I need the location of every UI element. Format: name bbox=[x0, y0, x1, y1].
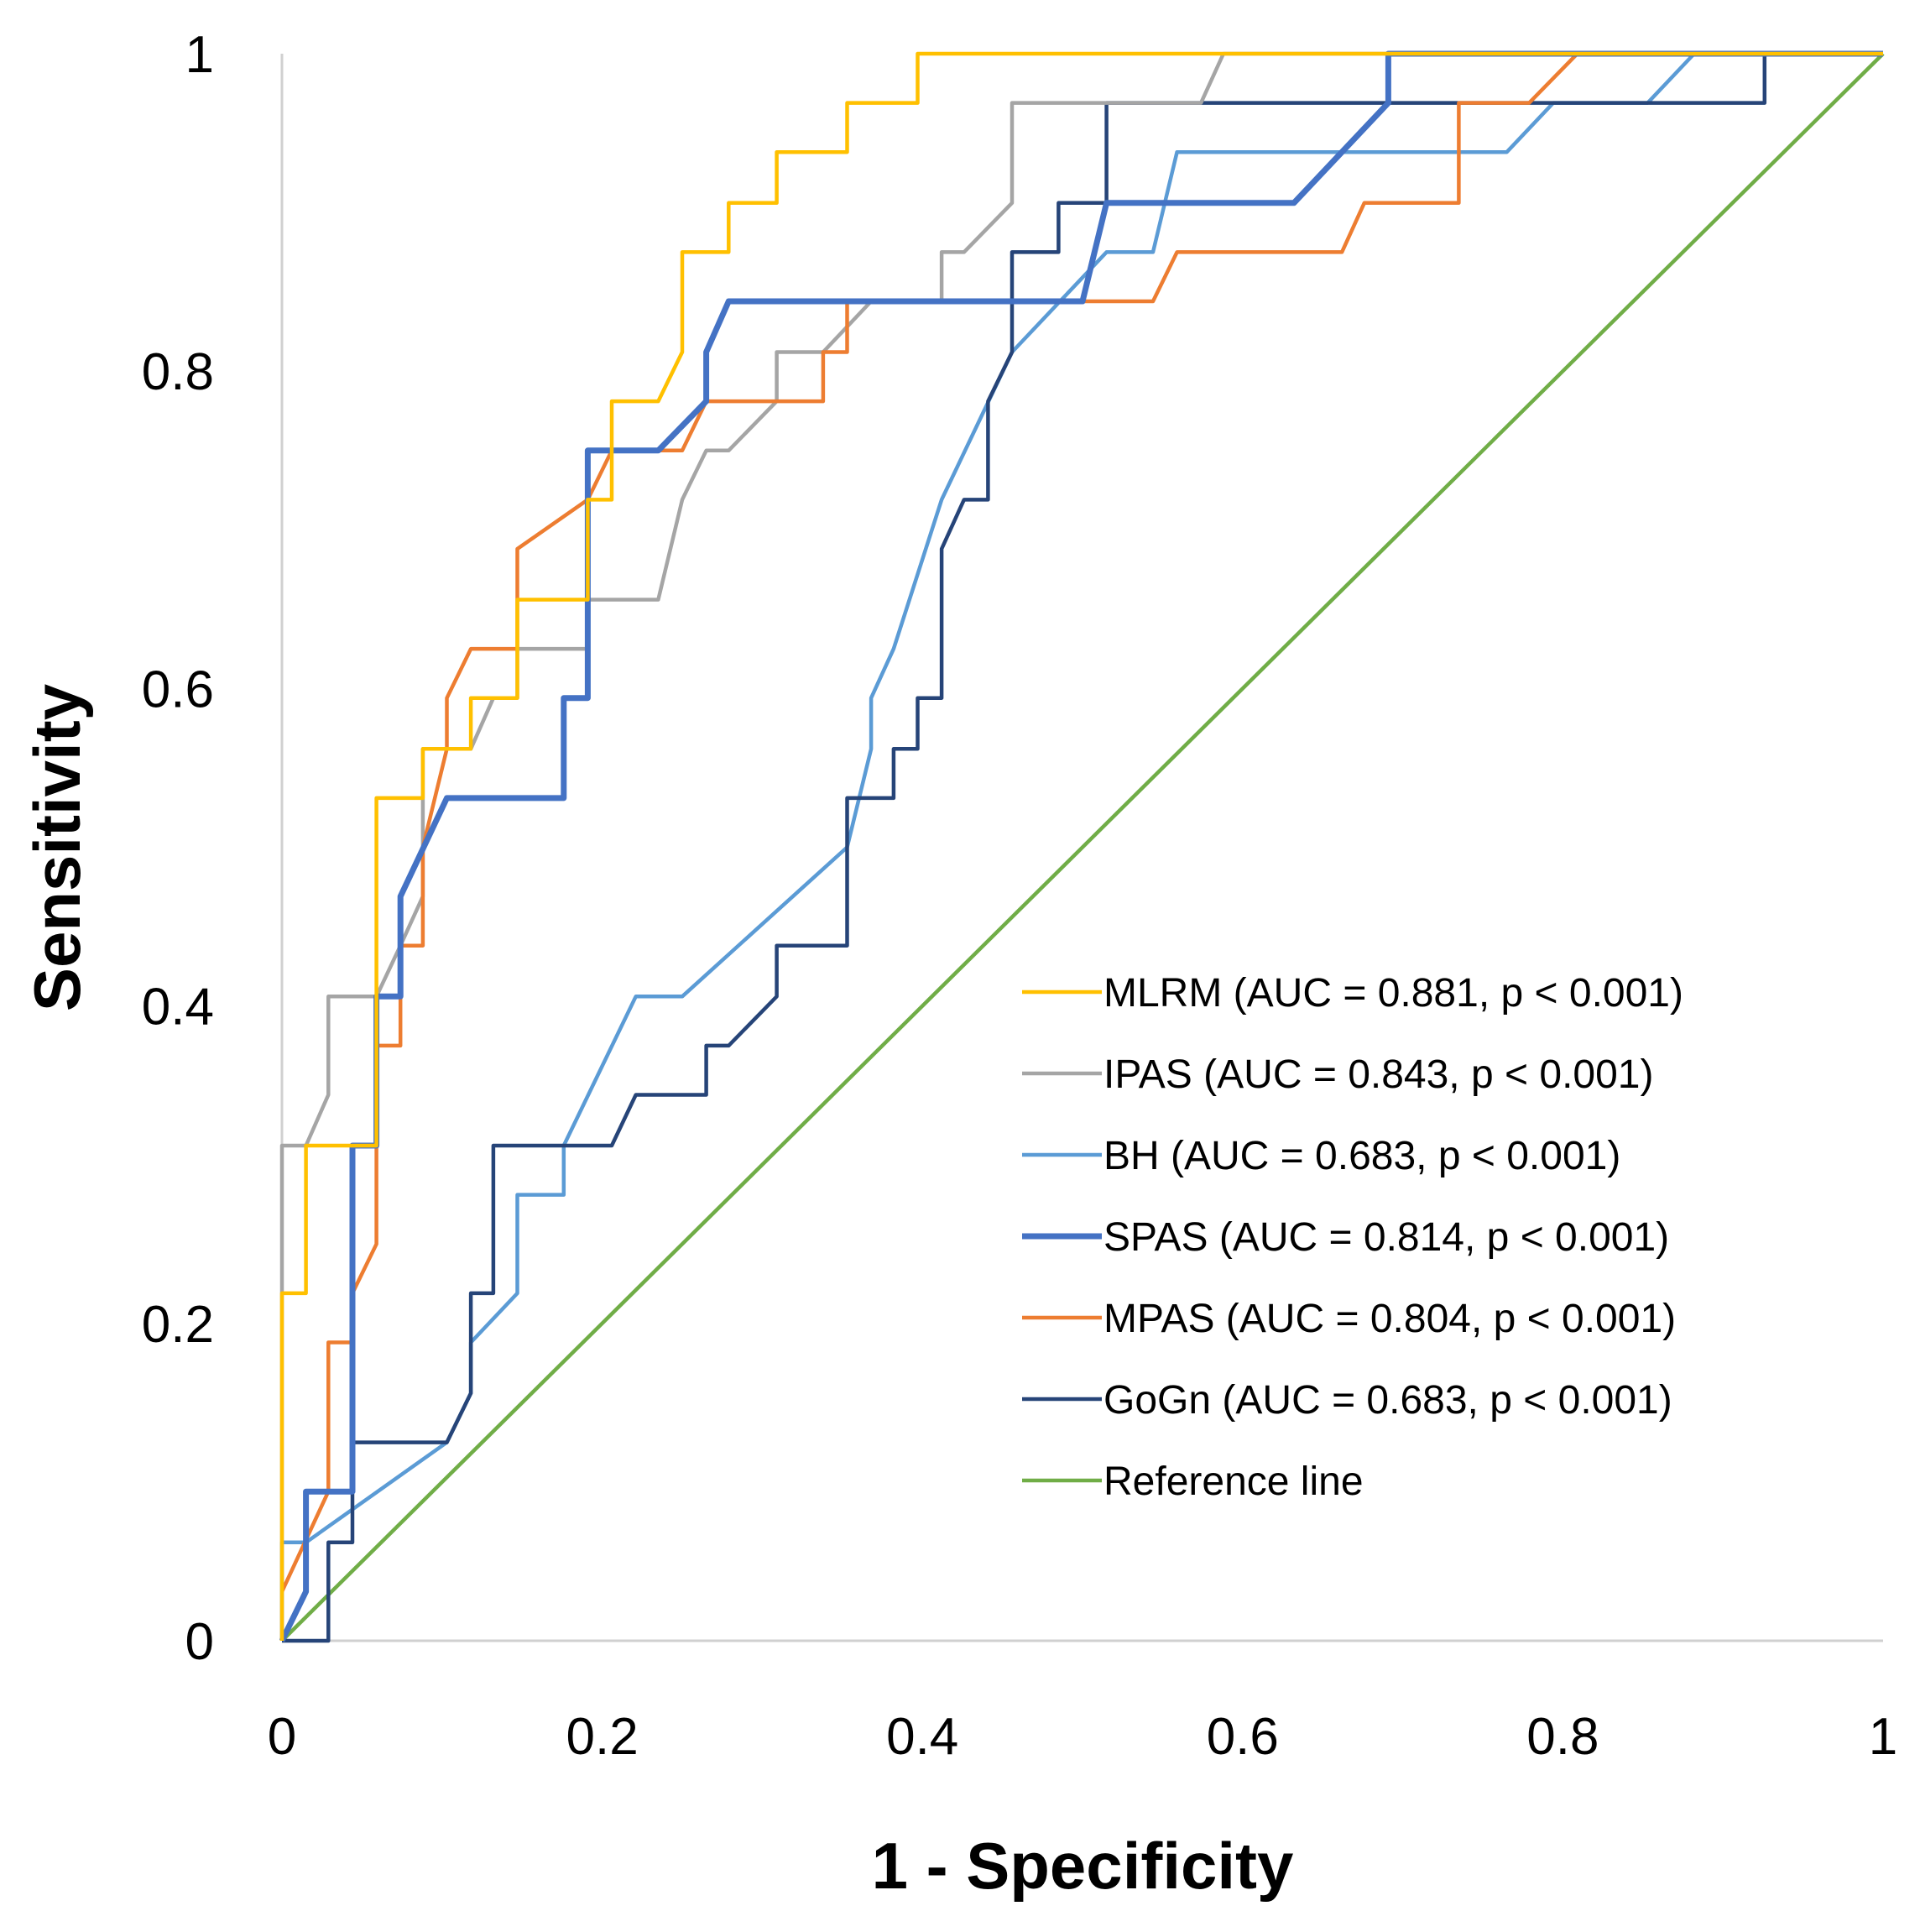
legend-item: Reference line bbox=[1022, 1459, 1364, 1504]
y-tick-label: 0.2 bbox=[142, 1296, 214, 1354]
y-tick-label: 1 bbox=[185, 26, 214, 84]
legend-label: BH (AUC = 0.683, p < 0.001) bbox=[1103, 1134, 1620, 1178]
series-layer bbox=[279, 50, 1885, 1643]
tick-layer: 0 0.2 0.4 0.6 0.8 1 0 0.2 0.4 0.6 0.8 1 bbox=[142, 26, 1897, 1766]
legend-label: SPAS (AUC = 0.814, p < 0.001) bbox=[1103, 1215, 1669, 1260]
legend-label: MPAS (AUC = 0.804, p < 0.001) bbox=[1103, 1297, 1676, 1341]
y-tick-label: 0.4 bbox=[142, 979, 214, 1036]
legend-item: MLRM (AUC = 0.881, p < 0.001) bbox=[1022, 971, 1683, 1016]
legend-item: GoGn (AUC = 0.683, p < 0.001) bbox=[1022, 1378, 1672, 1423]
legend-label: GoGn (AUC = 0.683, p < 0.001) bbox=[1103, 1378, 1672, 1423]
legend-item: SPAS (AUC = 0.814, p < 0.001) bbox=[1022, 1215, 1669, 1260]
x-tick-label: 0.8 bbox=[1526, 1708, 1599, 1766]
series-line-mlrm bbox=[279, 51, 1883, 1641]
series-line-gogn bbox=[282, 51, 1883, 1643]
legend-item: MPAS (AUC = 0.804, p < 0.001) bbox=[1022, 1297, 1676, 1341]
legend-label: MLRM (AUC = 0.881, p < 0.001) bbox=[1103, 971, 1683, 1016]
series-line-reference bbox=[280, 52, 1885, 1642]
x-tick-label: 0.2 bbox=[566, 1708, 638, 1766]
y-tick-label: 0 bbox=[185, 1613, 214, 1671]
x-axis-title: 1 - Specificity bbox=[872, 1829, 1294, 1903]
x-tick-label: 0 bbox=[268, 1708, 296, 1766]
legend-item: IPAS (AUC = 0.843, p < 0.001) bbox=[1022, 1052, 1653, 1097]
legend-item: BH (AUC = 0.683, p < 0.001) bbox=[1022, 1134, 1620, 1178]
series-line-spas bbox=[279, 50, 1883, 1642]
y-axis-title: Sensitivity bbox=[20, 684, 94, 1011]
y-tick-label: 0.6 bbox=[142, 661, 214, 718]
legend: MLRM (AUC = 0.881, p < 0.001) IPAS (AUC =… bbox=[1022, 971, 1683, 1504]
x-tick-label: 0.6 bbox=[1207, 1708, 1279, 1766]
legend-label: IPAS (AUC = 0.843, p < 0.001) bbox=[1103, 1052, 1653, 1097]
x-tick-label: 1 bbox=[1869, 1708, 1897, 1766]
legend-label: Reference line bbox=[1103, 1459, 1364, 1504]
y-tick-label: 0.8 bbox=[142, 343, 214, 401]
x-tick-label: 0.4 bbox=[886, 1708, 958, 1766]
